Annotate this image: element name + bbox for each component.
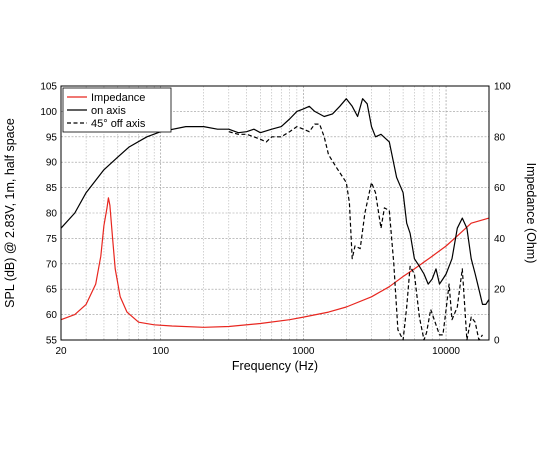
y-right-tick-label: 20 — [494, 285, 506, 296]
series-line-impedance — [60, 197, 490, 328]
series-layer — [60, 98, 490, 341]
plot-frame — [60, 85, 490, 341]
y-left-tick-label: 90 — [46, 158, 58, 169]
series-line-45-off-axis — [228, 123, 483, 341]
y-right-tick-label: 80 — [494, 132, 506, 143]
y-axis-right-title: Impedance (Ohm) — [524, 163, 538, 264]
y-left-tick-label: 60 — [46, 310, 58, 321]
x-tick-label: 1000 — [292, 346, 315, 357]
y-right-tick-label: 100 — [494, 82, 511, 93]
minor-gridlines — [60, 86, 490, 340]
y-left-tick-label: 55 — [46, 336, 58, 347]
x-tick-label: 10000 — [432, 346, 460, 357]
major-gridlines — [61, 111, 489, 315]
y-left-tick-label: 65 — [46, 285, 58, 296]
y-left-tick-label: 100 — [40, 107, 57, 118]
legend-label-on-axis: on axis — [91, 105, 126, 117]
legend-label-off-axis: 45° off axis — [91, 118, 146, 130]
y-right-tick-label: 60 — [494, 183, 506, 194]
y-left-tick-label: 75 — [46, 234, 58, 245]
y-left-tick-label: 95 — [46, 132, 58, 143]
series-line-on-axis — [60, 98, 490, 305]
y-left-tick-label: 80 — [46, 209, 58, 220]
x-tick-label: 100 — [152, 346, 169, 357]
x-tick-label: 20 — [55, 346, 67, 357]
y-left-tick-label: 105 — [40, 82, 57, 93]
y-left-tick-label: 70 — [46, 259, 58, 270]
x-axis-title: Frequency (Hz) — [232, 359, 318, 373]
y-right-tick-label: 0 — [494, 336, 500, 347]
tick-labels: 20 100 1000 10000 55 60 65 70 75 80 85 90 95 100 105 0 2… — [40, 82, 511, 358]
legend-label-impedance: Impedance — [91, 92, 145, 104]
y-left-tick-label: 85 — [46, 183, 58, 194]
y-right-tick-label: 40 — [494, 234, 506, 245]
y-axis-left-title: SPL (dB) @ 2.83V, 1m, half space — [3, 118, 17, 308]
legend: Impedance on axis 45° off axis — [62, 87, 172, 133]
